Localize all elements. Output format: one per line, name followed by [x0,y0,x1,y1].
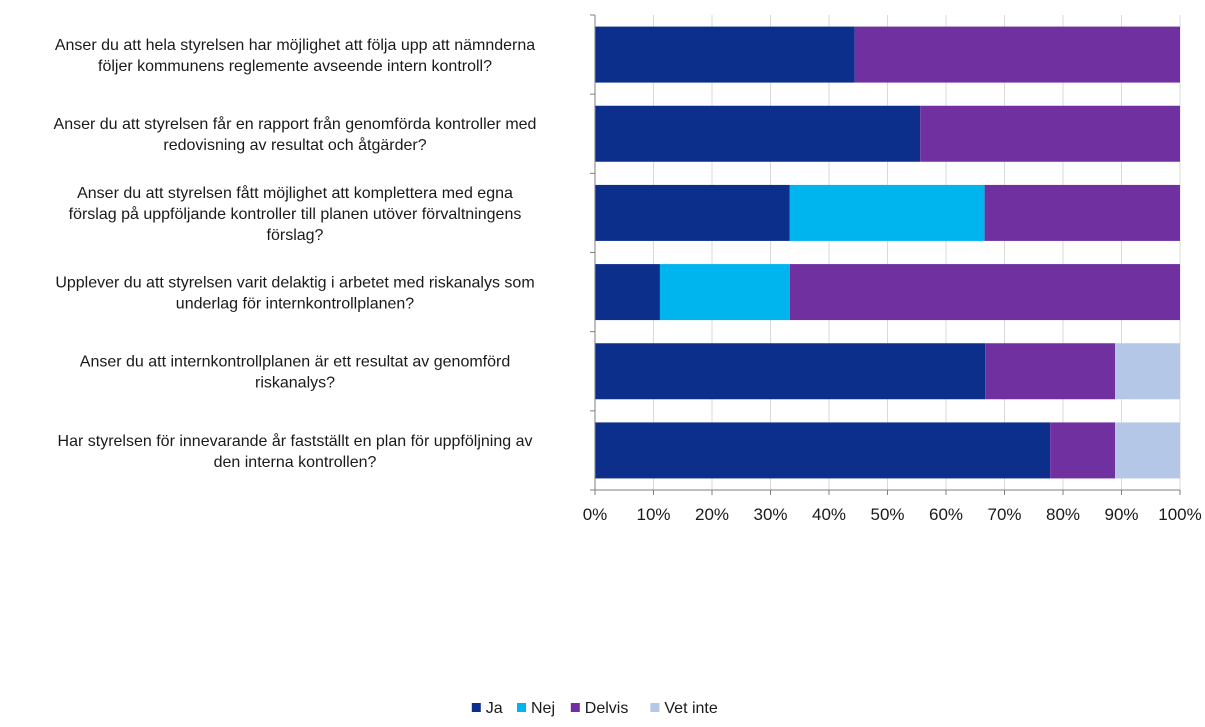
x-tick-label: 40% [812,505,846,524]
bar-ja [595,422,1051,479]
x-tick-label: 60% [929,505,963,524]
legend-swatch [517,703,526,712]
x-tick-label: 10% [636,505,670,524]
bar-ja [595,184,790,241]
legend-label: Delvis [585,700,629,717]
x-tick-label: 90% [1104,505,1138,524]
legend-swatch [570,703,580,712]
category-label: förslag? [267,227,324,244]
category-label: följer kommunens reglemente avseende int… [98,58,492,75]
bar-ja [595,105,921,162]
category-label: underlag för internkontrollplanen? [176,295,414,312]
bar-nej [659,264,790,321]
category-label: den interna kontrollen? [214,454,377,471]
legend-swatch [650,703,660,712]
legend-label: Nej [531,700,555,717]
category-label: Anser du att styrelsen får en rapport fr… [54,115,537,133]
x-tick-label: 0% [583,505,608,524]
bar-delvis [854,26,1180,83]
bar-vet-inte [1115,422,1180,479]
x-tick-label: 30% [753,505,787,524]
bar-delvis [920,105,1180,162]
category-label: Upplever du att styrelsen varit delaktig… [55,274,534,291]
legend-label: Ja [486,700,503,717]
category-label: förslag på uppföljande kontroller till p… [69,205,522,223]
x-tick-label: 20% [695,505,729,524]
category-label: riskanalys? [255,375,335,392]
bar-delvis [984,184,1180,241]
bar-vet-inte [1115,343,1180,400]
bar-ja [595,26,855,83]
category-label: Anser du att hela styrelsen har möjlighe… [55,37,535,54]
x-tick-label: 100% [1158,505,1201,524]
legend-label: Vet inte [664,700,717,717]
x-tick-label: 80% [1046,505,1080,524]
bar-delvis [789,264,1180,321]
bar-ja [595,264,660,321]
x-tick-label: 50% [870,505,904,524]
bar-nej [789,184,985,241]
category-label: Har styrelsen för innevarande år faststä… [58,432,533,450]
x-tick-label: 70% [987,505,1021,524]
category-label: redovisning av resultat och åtgärder? [163,136,426,154]
legend-swatch [471,703,481,712]
category-label: Anser du att internkontrollplanen är ett… [80,354,510,371]
bar-delvis [985,343,1116,400]
category-label: Anser du att styrelsen fått möjlighet at… [77,184,513,202]
bar-ja [595,343,986,400]
bar-delvis [1050,422,1116,479]
